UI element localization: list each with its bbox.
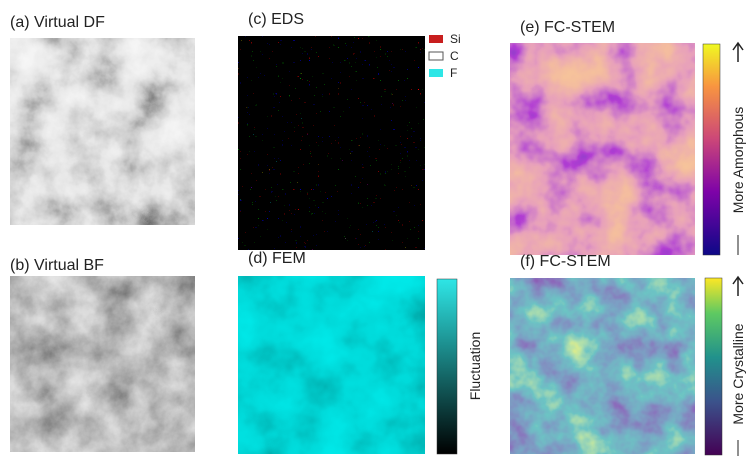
legend-entry: F (450, 66, 457, 80)
legend-swatch (429, 35, 443, 43)
colorbar (437, 279, 457, 454)
colorbar-label: More Amorphous (730, 107, 746, 214)
arrow (733, 277, 743, 296)
panel-label: (a) Virtual DF (10, 14, 105, 31)
panel-label: (c) EDS (248, 11, 304, 28)
colorbar-label: Fluctuation (467, 332, 483, 400)
panel-label: (e) FC-STEM (520, 19, 615, 36)
legend-swatch (429, 52, 443, 60)
arrow (733, 43, 743, 62)
panel-label: (d) FEM (248, 250, 306, 267)
colorbar (703, 44, 720, 255)
legend-entry: C (450, 49, 459, 63)
page: (a) Virtual DF (b) Virtual BF (c) EDS Si… (0, 0, 747, 457)
figure: (a) Virtual DF (b) Virtual BF (c) EDS Si… (0, 0, 747, 457)
image (510, 278, 695, 454)
panel-label: (f) FC-STEM (520, 253, 611, 270)
image (10, 276, 195, 452)
legend-swatch (429, 69, 443, 77)
panel-label: (b) Virtual BF (10, 257, 104, 274)
image (510, 43, 695, 255)
legend-entry: Si (450, 32, 461, 46)
image (238, 36, 425, 250)
colorbar (705, 278, 722, 455)
colorbar-label: More Crystalline (730, 323, 746, 424)
image (10, 38, 195, 225)
image (238, 276, 425, 454)
